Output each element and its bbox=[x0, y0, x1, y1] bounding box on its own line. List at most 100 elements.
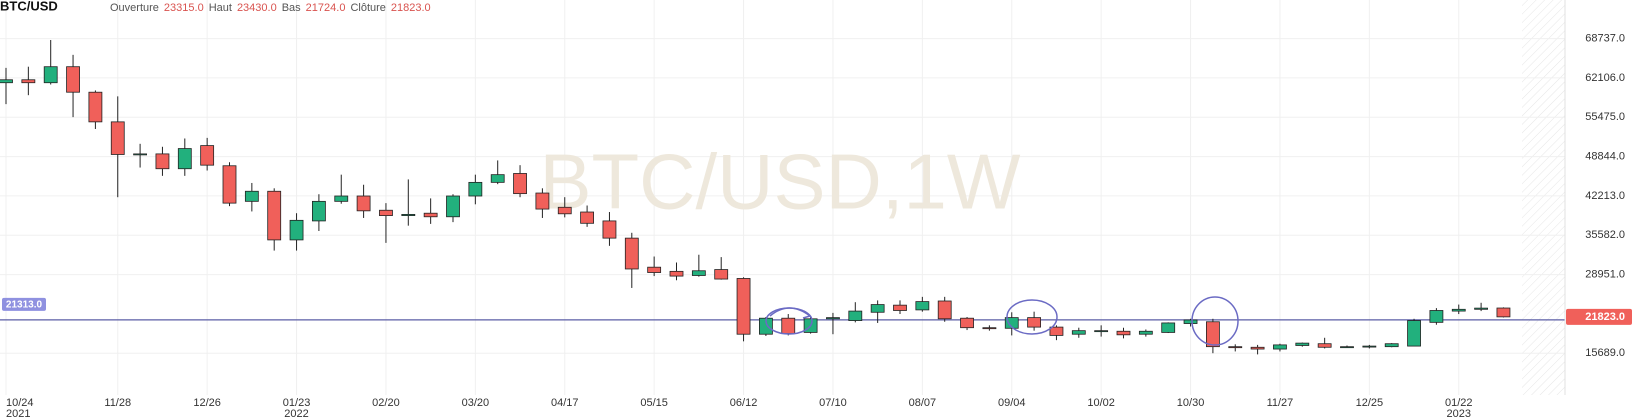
x-tick-label: 02/20 bbox=[372, 397, 400, 409]
candle-body bbox=[647, 266, 662, 273]
candle-body bbox=[1094, 330, 1109, 333]
candle-body bbox=[244, 190, 259, 202]
x-tick-label: 09/04 bbox=[998, 397, 1026, 409]
candle-body bbox=[602, 220, 617, 239]
symbol: BTC/USD bbox=[0, 0, 58, 13]
candle-body bbox=[1116, 330, 1131, 336]
candle-body bbox=[624, 237, 639, 270]
candle-body bbox=[1228, 346, 1243, 349]
candle-body bbox=[1027, 317, 1041, 328]
candle-body bbox=[21, 79, 36, 84]
plot: 68737.0 62106.0 55475.0 48844.0 42213.0 35582… bbox=[0, 33, 1632, 420]
candle-body bbox=[401, 213, 416, 216]
x-tick-label: 10/02 bbox=[1087, 397, 1115, 409]
candle-body bbox=[356, 195, 371, 212]
candle-body bbox=[88, 91, 103, 123]
candle-body bbox=[379, 209, 393, 216]
x-tick-label: 07/10 bbox=[819, 397, 847, 409]
candle-body bbox=[334, 195, 349, 202]
candle-body bbox=[870, 304, 885, 313]
candle-body bbox=[915, 301, 930, 311]
annotation-circle bbox=[1191, 296, 1239, 346]
horizontal-line-label: 21313.0 bbox=[6, 300, 43, 311]
candle-body bbox=[110, 121, 125, 155]
candle-body bbox=[669, 270, 684, 277]
ohlc-field-name: Clôture bbox=[350, 2, 385, 14]
annotation-circle bbox=[1006, 299, 1058, 335]
annotation-arrow bbox=[769, 307, 811, 317]
last-price-label: 21823.0 bbox=[1585, 311, 1625, 323]
candle-body bbox=[1496, 307, 1511, 318]
ohlc-field-value: 21724.0 bbox=[306, 2, 346, 14]
y-tick-label: 35582.0 bbox=[1585, 229, 1625, 241]
x-tick-label: 10/30 bbox=[1177, 397, 1205, 409]
horizontal-line-label-bg bbox=[2, 297, 46, 311]
candle-body bbox=[1004, 317, 1019, 329]
x-year-label: 2021 bbox=[6, 408, 30, 420]
candle-body bbox=[1340, 346, 1354, 349]
candle-body bbox=[826, 317, 840, 320]
candle-body bbox=[1138, 330, 1153, 335]
x-tick-label: 11/27 bbox=[1267, 397, 1294, 409]
annotation-arrow-head bbox=[802, 310, 812, 319]
candle-body bbox=[937, 300, 952, 320]
candle-body bbox=[1183, 319, 1198, 324]
x-tick-label: 01/23 bbox=[283, 397, 311, 409]
ohlc-field-name: Ouverture bbox=[110, 2, 159, 14]
candle-body bbox=[1407, 320, 1421, 347]
candle-body bbox=[781, 317, 796, 335]
candle-body bbox=[1273, 344, 1287, 350]
candle-body bbox=[468, 181, 483, 197]
candle-body bbox=[1250, 346, 1265, 350]
x-tick-label: 04/17 bbox=[551, 397, 579, 409]
candle-body bbox=[200, 145, 215, 166]
candle-body bbox=[982, 327, 997, 330]
x-tick-label: 06/12 bbox=[730, 397, 758, 409]
candle-body bbox=[1451, 308, 1466, 312]
candle-body bbox=[267, 190, 282, 241]
candle-body bbox=[1206, 321, 1220, 348]
candle-body bbox=[580, 211, 594, 224]
candle-body bbox=[177, 148, 192, 170]
ohlc-field-value: 23430.0 bbox=[237, 2, 277, 14]
y-tick-label: 55475.0 bbox=[1585, 111, 1625, 123]
candle-body bbox=[691, 270, 706, 276]
candle-body bbox=[0, 79, 13, 84]
candle-body bbox=[1474, 307, 1488, 310]
candle-body bbox=[155, 153, 170, 170]
y-tick-label: 62106.0 bbox=[1585, 72, 1625, 84]
candle-body bbox=[1161, 322, 1176, 333]
candle-body bbox=[446, 195, 460, 218]
candle-body bbox=[714, 269, 729, 280]
y-tick-label: 28951.0 bbox=[1585, 269, 1625, 281]
ohlc-field-value: 21823.0 bbox=[391, 2, 431, 14]
candle-body bbox=[1384, 343, 1399, 348]
y-tick-label: 15689.0 bbox=[1585, 347, 1625, 359]
x-tick-label: 12/26 bbox=[193, 397, 221, 409]
last-price-bg bbox=[1566, 308, 1632, 325]
candle-body bbox=[1317, 343, 1332, 348]
candle-body bbox=[222, 165, 237, 204]
candle-body bbox=[289, 219, 304, 241]
ohlc-field-value: 23315.0 bbox=[164, 2, 204, 14]
candle-body bbox=[960, 317, 974, 329]
ohlc-field-name: Haut bbox=[209, 2, 232, 14]
candle-body bbox=[1049, 326, 1064, 336]
candle-body bbox=[311, 200, 326, 222]
x-year-label: 2023 bbox=[1447, 408, 1471, 420]
candle-body bbox=[1295, 342, 1310, 346]
candle-body bbox=[848, 310, 863, 321]
header: BTC/USD Ouverture 23315.0 Haut 23430.0 Bas 21… bbox=[0, 0, 431, 14]
candle-body bbox=[1429, 310, 1444, 323]
y-tick-label: 68737.0 bbox=[1585, 33, 1625, 45]
x-tick-label: 05/15 bbox=[640, 397, 668, 409]
candle-body bbox=[893, 304, 907, 311]
x-tick-label: 10/24 bbox=[6, 397, 34, 409]
candle-body bbox=[736, 278, 751, 335]
x-tick-label: 08/07 bbox=[909, 397, 937, 409]
candle-body bbox=[43, 66, 58, 84]
candle-body bbox=[133, 153, 148, 156]
y-tick-label: 48844.0 bbox=[1585, 151, 1625, 163]
candle-body bbox=[557, 206, 572, 215]
candle-body bbox=[1362, 345, 1377, 348]
